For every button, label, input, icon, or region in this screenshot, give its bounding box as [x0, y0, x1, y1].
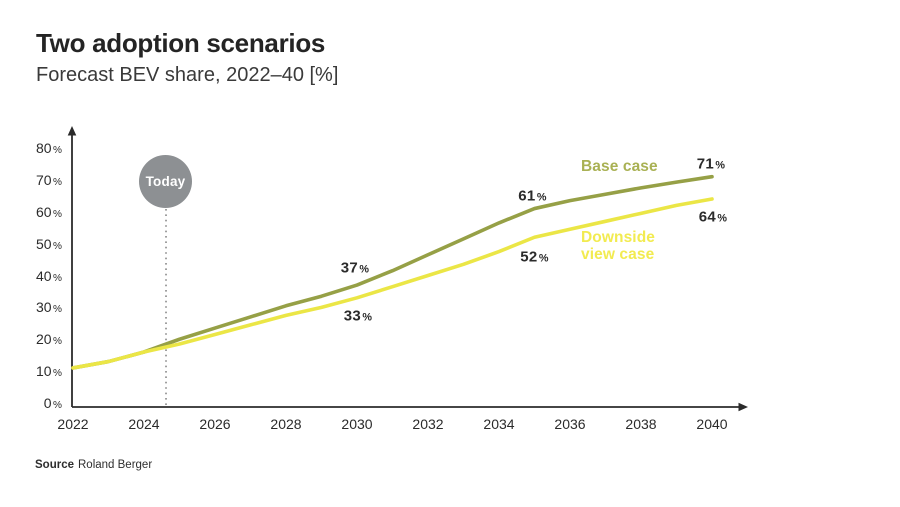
downside-view-case-line — [71, 197, 714, 370]
x-axis-arrowhead-icon — [738, 402, 748, 412]
chart-subtitle: Forecast BEV share, 2022–40 [%] — [36, 64, 339, 86]
page-title: Two adoption scenarios — [36, 28, 326, 58]
source-prefix: Source — [35, 459, 74, 471]
source-name: Roland Berger — [78, 459, 153, 471]
source-line: Source Roland Berger — [35, 458, 152, 472]
base-case-line — [71, 174, 714, 370]
today-badge: Today — [139, 155, 192, 208]
y-axis-arrowhead-icon — [67, 126, 77, 136]
today-label: Today — [145, 174, 186, 189]
